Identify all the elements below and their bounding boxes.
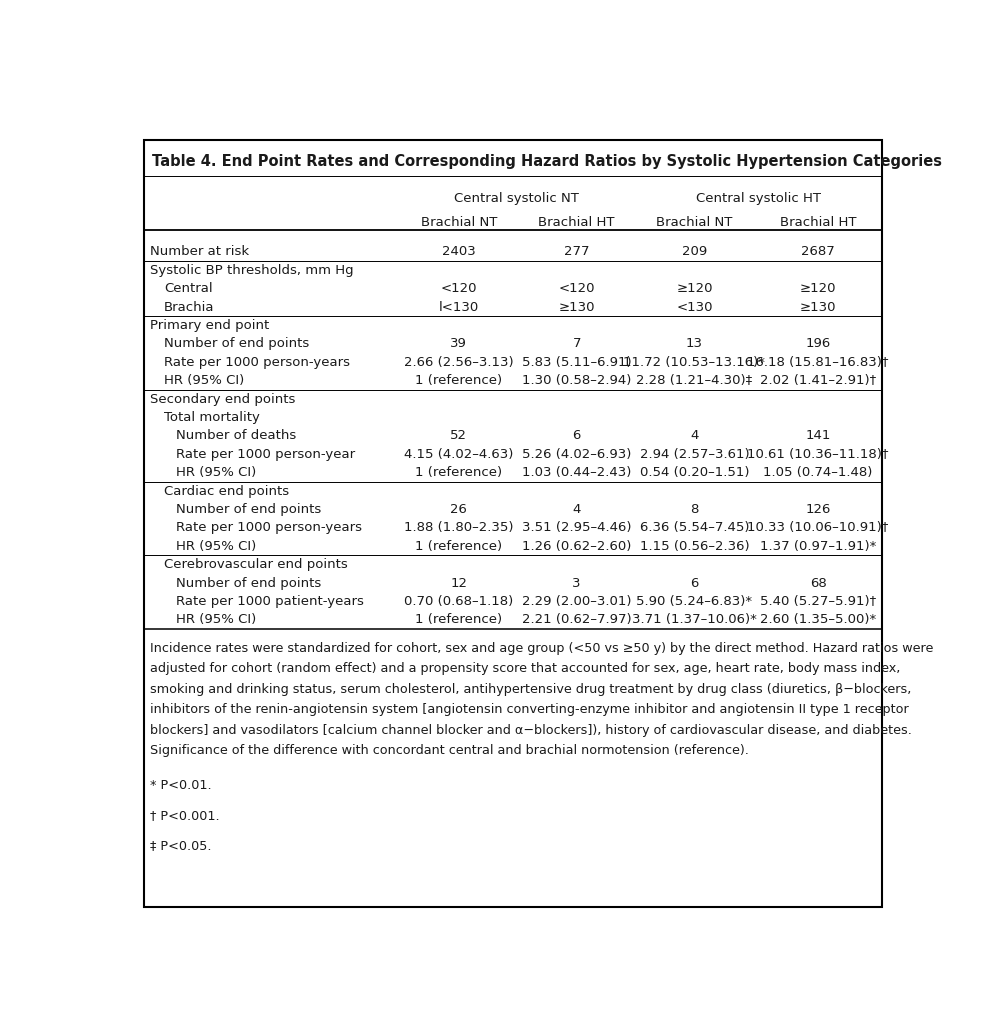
Text: Brachial HT: Brachial HT xyxy=(538,216,615,229)
Text: Cerebrovascular end points: Cerebrovascular end points xyxy=(165,558,348,571)
Text: 4: 4 xyxy=(572,503,581,516)
Text: 1.88 (1.80–2.35): 1.88 (1.80–2.35) xyxy=(404,521,513,535)
Text: HR (95% CI): HR (95% CI) xyxy=(176,613,256,627)
Text: <130: <130 xyxy=(676,301,713,313)
Text: Number of end points: Number of end points xyxy=(176,577,322,590)
Text: Secondary end points: Secondary end points xyxy=(151,392,295,406)
Text: l<130: l<130 xyxy=(439,301,479,313)
Text: Central systolic HT: Central systolic HT xyxy=(696,193,821,205)
Text: Central systolic NT: Central systolic NT xyxy=(455,193,579,205)
Text: inhibitors of the renin-angiotensin system [angiotensin converting-enzyme inhibi: inhibitors of the renin-angiotensin syst… xyxy=(151,703,909,716)
Text: HR (95% CI): HR (95% CI) xyxy=(176,540,256,553)
Text: 13: 13 xyxy=(686,338,703,350)
Text: Table 4. End Point Rates and Corresponding Hazard Ratios by Systolic Hypertensio: Table 4. End Point Rates and Correspondi… xyxy=(152,155,942,169)
Text: 126: 126 xyxy=(806,503,831,516)
Text: 1.15 (0.56–2.36): 1.15 (0.56–2.36) xyxy=(640,540,750,553)
Text: HR (95% CI): HR (95% CI) xyxy=(165,375,244,387)
Text: 209: 209 xyxy=(682,246,707,258)
Text: 1.26 (0.62–2.60): 1.26 (0.62–2.60) xyxy=(522,540,631,553)
Text: Brachia: Brachia xyxy=(165,301,214,313)
Text: 6.36 (5.54–7.45): 6.36 (5.54–7.45) xyxy=(640,521,749,535)
Text: * P<0.01.: * P<0.01. xyxy=(151,779,211,792)
Text: 2.29 (2.00–3.01): 2.29 (2.00–3.01) xyxy=(521,595,631,608)
Text: 1.05 (0.74–1.48): 1.05 (0.74–1.48) xyxy=(764,466,872,479)
Text: Rate per 1000 person-years: Rate per 1000 person-years xyxy=(165,356,350,369)
Text: Central: Central xyxy=(165,283,212,295)
Text: Brachial NT: Brachial NT xyxy=(656,216,733,229)
Text: † P<0.001.: † P<0.001. xyxy=(151,809,219,822)
Text: 2.02 (1.41–2.91)†: 2.02 (1.41–2.91)† xyxy=(760,375,876,387)
Text: 277: 277 xyxy=(564,246,589,258)
Text: Brachial NT: Brachial NT xyxy=(421,216,497,229)
Text: smoking and drinking status, serum cholesterol, antihypertensive drug treatment : smoking and drinking status, serum chole… xyxy=(151,683,911,695)
Text: 3.71 (1.37–10.06)*: 3.71 (1.37–10.06)* xyxy=(632,613,757,627)
Text: 0.54 (0.20–1.51): 0.54 (0.20–1.51) xyxy=(640,466,749,479)
Text: 2.94 (2.57–3.61): 2.94 (2.57–3.61) xyxy=(640,447,750,461)
Text: 39: 39 xyxy=(451,338,468,350)
Text: 26: 26 xyxy=(451,503,468,516)
Text: Number of end points: Number of end points xyxy=(165,338,309,350)
Text: ≥120: ≥120 xyxy=(676,283,713,295)
Text: 10.61 (10.36–11.18)†: 10.61 (10.36–11.18)† xyxy=(748,447,889,461)
Text: HR (95% CI): HR (95% CI) xyxy=(176,466,256,479)
Text: 12: 12 xyxy=(451,577,468,590)
Text: 196: 196 xyxy=(806,338,831,350)
Text: ≥120: ≥120 xyxy=(800,283,836,295)
Text: 2.21 (0.62–7.97): 2.21 (0.62–7.97) xyxy=(521,613,631,627)
Text: 1.30 (0.58–2.94): 1.30 (0.58–2.94) xyxy=(522,375,631,387)
Text: <120: <120 xyxy=(558,283,595,295)
Text: <120: <120 xyxy=(441,283,477,295)
Text: 0.70 (0.68–1.18): 0.70 (0.68–1.18) xyxy=(404,595,513,608)
Text: 6: 6 xyxy=(690,577,699,590)
Text: 141: 141 xyxy=(806,429,831,442)
Text: 2.28 (1.21–4.30)‡: 2.28 (1.21–4.30)‡ xyxy=(636,375,753,387)
Text: blockers] and vasodilators [calcium channel blocker and α−blockers]), history of: blockers] and vasodilators [calcium chan… xyxy=(151,724,912,736)
Text: Primary end point: Primary end point xyxy=(151,319,269,332)
Text: 1.37 (0.97–1.91)*: 1.37 (0.97–1.91)* xyxy=(760,540,876,553)
Text: 5.40 (5.27–5.91)†: 5.40 (5.27–5.91)† xyxy=(760,595,876,608)
Text: 10.33 (10.06–10.91)†: 10.33 (10.06–10.91)† xyxy=(748,521,888,535)
Text: 8: 8 xyxy=(690,503,699,516)
Text: 2687: 2687 xyxy=(802,246,834,258)
Text: 4.15 (4.02–4.63): 4.15 (4.02–4.63) xyxy=(404,447,513,461)
Text: 5.90 (5.24–6.83)*: 5.90 (5.24–6.83)* xyxy=(636,595,753,608)
Text: 3.51 (2.95–4.46): 3.51 (2.95–4.46) xyxy=(521,521,631,535)
Text: ≥130: ≥130 xyxy=(800,301,836,313)
Text: 7: 7 xyxy=(572,338,581,350)
Text: Number at risk: Number at risk xyxy=(151,246,249,258)
Text: 3: 3 xyxy=(572,577,581,590)
Text: 6: 6 xyxy=(572,429,581,442)
Text: ≥130: ≥130 xyxy=(558,301,595,313)
Text: adjusted for cohort (random effect) and a propensity score that accounted for se: adjusted for cohort (random effect) and … xyxy=(151,663,900,675)
Text: 1 (reference): 1 (reference) xyxy=(415,466,502,479)
Text: 1.03 (0.44–2.43): 1.03 (0.44–2.43) xyxy=(522,466,631,479)
Text: Incidence rates were standardized for cohort, sex and age group (<50 vs ≥50 y) b: Incidence rates were standardized for co… xyxy=(151,642,933,654)
Text: 2403: 2403 xyxy=(442,246,476,258)
Text: 2.60 (1.35–5.00)*: 2.60 (1.35–5.00)* xyxy=(760,613,876,627)
Text: 1 (reference): 1 (reference) xyxy=(415,540,502,553)
Text: 5.83 (5.11–6.91): 5.83 (5.11–6.91) xyxy=(521,356,631,369)
Text: 1 (reference): 1 (reference) xyxy=(415,375,502,387)
Text: Cardiac end points: Cardiac end points xyxy=(165,484,289,498)
Text: 5.26 (4.02–6.93): 5.26 (4.02–6.93) xyxy=(522,447,631,461)
Text: 1 (reference): 1 (reference) xyxy=(415,613,502,627)
Text: Rate per 1000 patient-years: Rate per 1000 patient-years xyxy=(176,595,364,608)
Text: 4: 4 xyxy=(690,429,699,442)
Text: Number of deaths: Number of deaths xyxy=(176,429,297,442)
Text: Rate per 1000 person-years: Rate per 1000 person-years xyxy=(176,521,362,535)
Text: 2.66 (2.56–3.13): 2.66 (2.56–3.13) xyxy=(404,356,513,369)
Text: Number of end points: Number of end points xyxy=(176,503,322,516)
Text: Systolic BP thresholds, mm Hg: Systolic BP thresholds, mm Hg xyxy=(151,264,354,276)
Text: 68: 68 xyxy=(810,577,827,590)
Text: Rate per 1000 person-year: Rate per 1000 person-year xyxy=(176,447,356,461)
Text: Total mortality: Total mortality xyxy=(165,411,260,424)
Text: Significance of the difference with concordant central and brachial normotension: Significance of the difference with conc… xyxy=(151,744,749,757)
Text: ‡ P<0.05.: ‡ P<0.05. xyxy=(151,839,211,852)
Text: 11.72 (10.53–13.16)*: 11.72 (10.53–13.16)* xyxy=(623,356,766,369)
Text: 16.18 (15.81–16.83)†: 16.18 (15.81–16.83)† xyxy=(748,356,889,369)
Text: Brachial HT: Brachial HT xyxy=(780,216,856,229)
Text: 52: 52 xyxy=(451,429,468,442)
